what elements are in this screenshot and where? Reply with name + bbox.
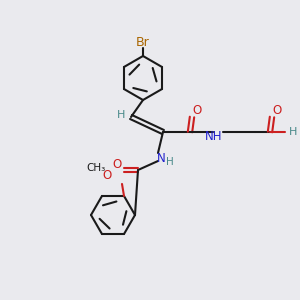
Text: CH₃: CH₃: [86, 163, 106, 173]
Text: O: O: [112, 158, 122, 170]
Text: Br: Br: [136, 35, 150, 49]
Text: H: H: [289, 127, 297, 137]
Text: H: H: [166, 157, 174, 167]
Text: H: H: [117, 110, 125, 120]
Text: N: N: [157, 152, 165, 166]
Text: O: O: [102, 169, 112, 182]
Text: NH: NH: [205, 130, 223, 143]
Text: O: O: [192, 104, 202, 118]
Text: O: O: [272, 103, 282, 116]
